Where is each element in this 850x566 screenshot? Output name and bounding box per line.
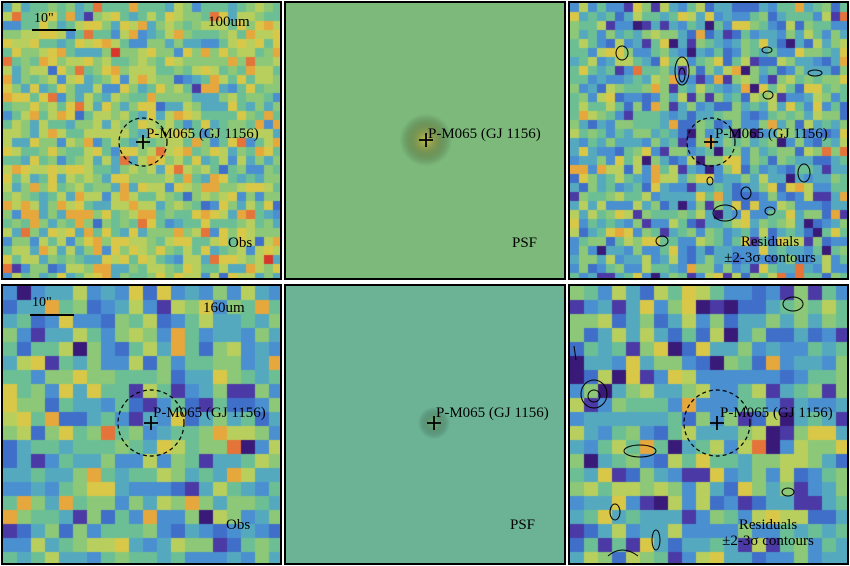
panel-100um-obs: 10" 100um P-M065 (GJ 1156) Obs bbox=[1, 1, 282, 280]
scale-bar-label: 10" bbox=[32, 295, 52, 310]
scale-bar-label: 10" bbox=[34, 11, 54, 26]
tag-line-residuals: Residuals bbox=[740, 234, 800, 250]
panel-tag-psf: PSF bbox=[510, 517, 536, 533]
panel-160um-obs: 10" 160um P-M065 (GJ 1156) Obs bbox=[1, 284, 282, 565]
panel-tag-obs: Obs bbox=[228, 235, 253, 251]
band-label: 160um bbox=[203, 300, 245, 316]
source-name: P-M065 (GJ 1156) bbox=[428, 126, 541, 142]
panel-160um-psf: P-M065 (GJ 1156) PSF bbox=[284, 284, 566, 565]
tag-line-contours: ±2-3σ contours bbox=[724, 249, 816, 266]
source-name: P-M065 (GJ 1156) bbox=[436, 405, 549, 421]
tag-line-residuals: Residuals bbox=[738, 517, 798, 533]
panel-tag-residuals: Residuals ±2-3σ contours bbox=[698, 517, 838, 550]
tag-line-contours: ±2-3σ contours bbox=[722, 532, 814, 549]
panel-100um-psf: P-M065 (GJ 1156) PSF bbox=[284, 1, 566, 280]
panel-160um-residuals: P-M065 (GJ 1156) Residuals ±2-3σ contour… bbox=[568, 284, 849, 565]
source-name: P-M065 (GJ 1156) bbox=[720, 405, 833, 421]
panel-tag-psf: PSF bbox=[512, 235, 538, 251]
band-label: 100um bbox=[208, 14, 250, 30]
source-name: P-M065 (GJ 1156) bbox=[715, 126, 828, 142]
psf-image-160um bbox=[286, 286, 564, 563]
panel-100um-residuals: P-M065 (GJ 1156) Residuals ±2-3σ contour… bbox=[568, 1, 849, 280]
panel-tag-residuals: Residuals ±2-3σ contours bbox=[700, 234, 840, 267]
panel-tag-obs: Obs bbox=[226, 517, 251, 533]
source-name: P-M065 (GJ 1156) bbox=[146, 126, 259, 142]
source-name: P-M065 (GJ 1156) bbox=[153, 405, 266, 421]
